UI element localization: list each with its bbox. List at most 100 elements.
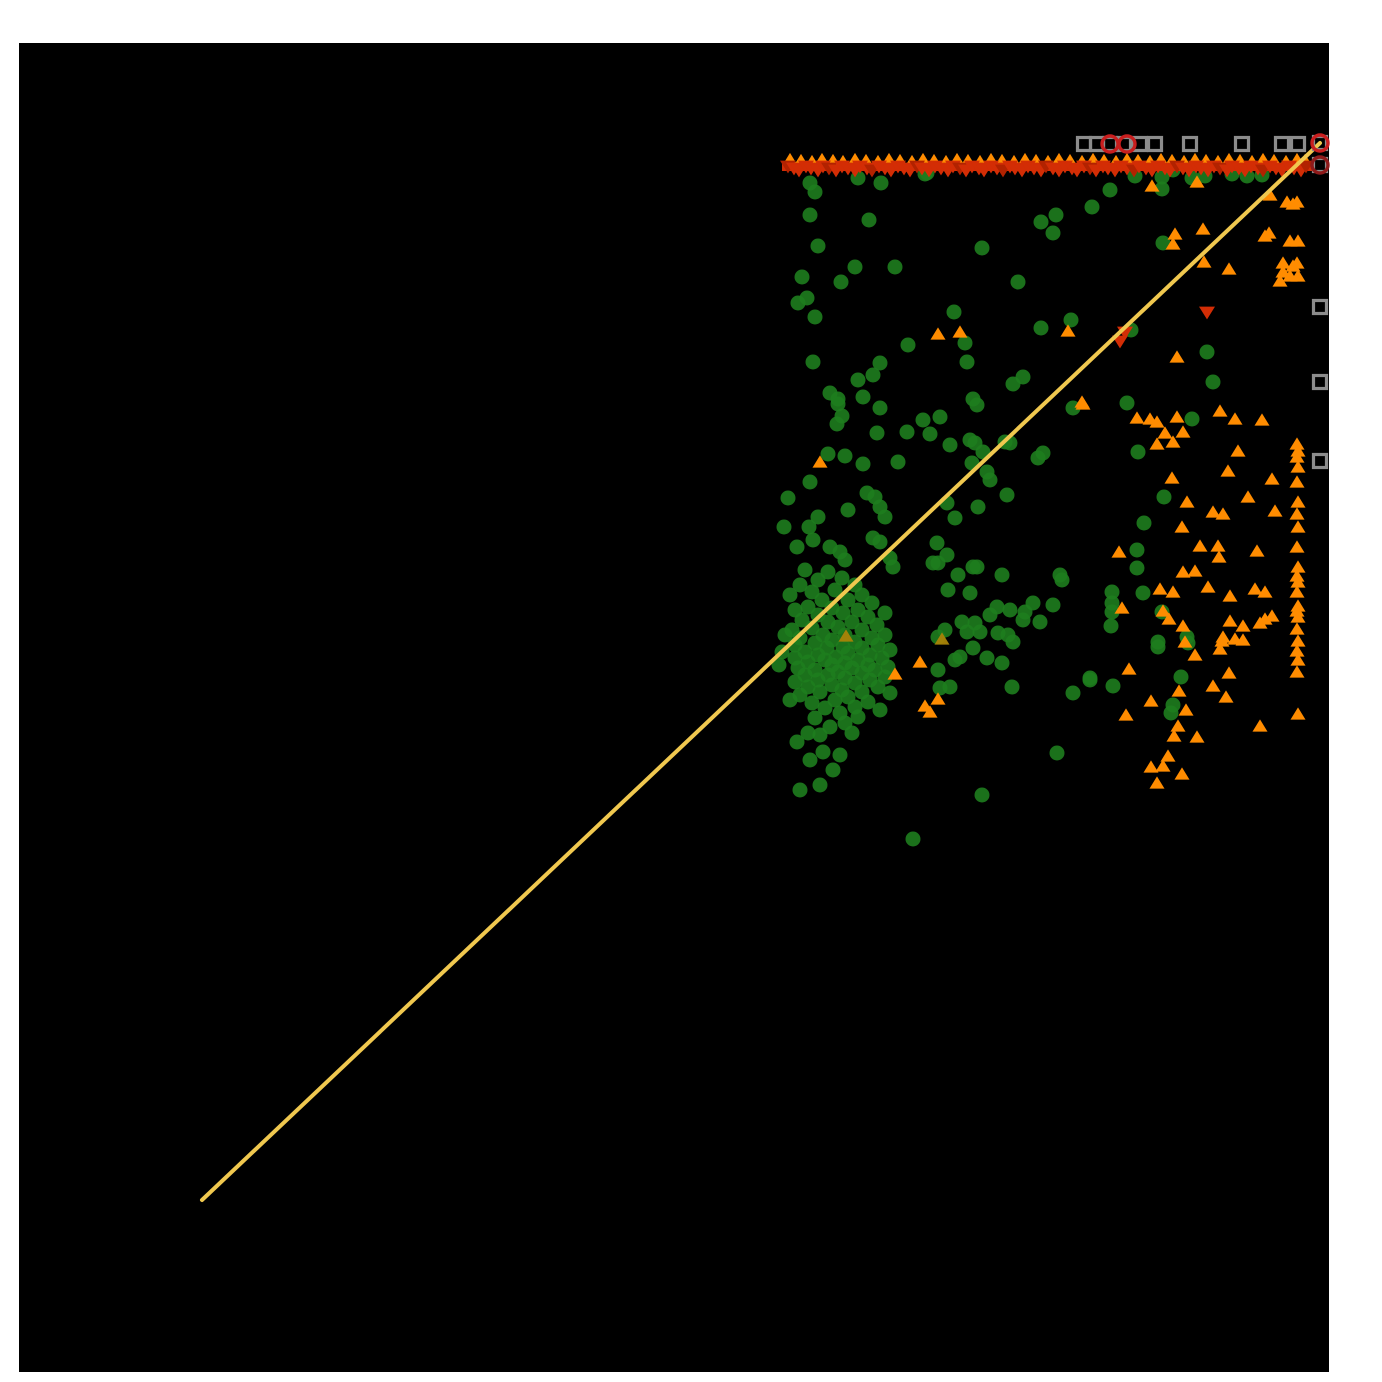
up-triangle-point <box>952 325 968 338</box>
up-triangle-point <box>838 629 854 642</box>
green-circle-point <box>815 744 831 760</box>
up-triangle-point <box>1143 694 1159 707</box>
up-triangle-point <box>1169 350 1185 363</box>
green-circle-point <box>962 585 978 601</box>
green-circle-point <box>1102 182 1118 198</box>
green-circle-point <box>990 625 1006 641</box>
up-triangle-point <box>1149 437 1165 450</box>
series-green-circles <box>771 162 1270 847</box>
green-circle-point <box>1184 411 1200 427</box>
up-triangle-point <box>1195 222 1211 235</box>
green-circle-point <box>1205 374 1221 390</box>
green-circle-point <box>1045 597 1061 613</box>
green-circle-point <box>797 562 813 578</box>
up-triangle-point <box>1189 730 1205 743</box>
green-circle-point <box>1135 585 1151 601</box>
green-circle-point <box>802 752 818 768</box>
green-circle-point <box>870 637 886 653</box>
up-triangle-point <box>1174 520 1190 533</box>
up-triangle-point <box>1149 415 1165 428</box>
up-triangle-point <box>1290 444 1306 457</box>
green-circle-point <box>812 727 828 743</box>
up-triangle-point <box>1121 662 1137 675</box>
up-triangle-point <box>1289 622 1305 635</box>
up-triangle-point <box>922 705 938 718</box>
up-triangle-point <box>1240 490 1256 503</box>
green-circle-point <box>946 304 962 320</box>
green-circle-point <box>979 650 995 666</box>
up-triangle-point <box>1205 679 1221 692</box>
up-triangle-point <box>1227 412 1243 425</box>
green-circle-point <box>837 552 853 568</box>
green-circle-point <box>887 259 903 275</box>
green-circle-point <box>877 509 893 525</box>
up-triangle-point <box>1275 256 1291 269</box>
up-triangle-point <box>1192 539 1208 552</box>
up-triangle-point <box>1210 539 1226 552</box>
green-circle-point <box>827 692 843 708</box>
green-circle-point <box>1035 445 1051 461</box>
green-circle-point <box>789 734 805 750</box>
green-circle-point <box>833 274 849 290</box>
green-circle-point <box>804 695 820 711</box>
up-triangle-point <box>1290 560 1306 573</box>
green-circle-point <box>805 532 821 548</box>
plot-background <box>19 43 1329 1372</box>
gray-square-point <box>1289 135 1307 153</box>
up-triangle-point <box>1169 410 1185 423</box>
up-triangle-point <box>1129 411 1145 424</box>
up-triangle-point <box>1060 324 1076 337</box>
green-circle-point <box>882 685 898 701</box>
up-triangle-point <box>1290 575 1306 588</box>
up-triangle-point <box>1178 703 1194 716</box>
up-triangle-point <box>1264 472 1280 485</box>
green-circle-point <box>861 212 877 228</box>
green-circle-point <box>1082 670 1098 686</box>
green-circle-point <box>792 577 808 593</box>
green-circle-point <box>804 584 820 600</box>
green-circle-point <box>794 269 810 285</box>
green-circle-point <box>834 570 850 586</box>
up-triangle-point <box>1075 397 1091 410</box>
up-triangle-point <box>1114 601 1130 614</box>
green-circle-point <box>1048 207 1064 223</box>
up-triangle-point <box>1289 644 1305 657</box>
up-triangle-point <box>1218 690 1234 703</box>
up-triangle-point <box>1220 464 1236 477</box>
green-circle-point <box>970 499 986 515</box>
green-circle-point <box>932 409 948 425</box>
green-circle-point <box>844 725 860 741</box>
series-red-open-circles <box>1100 133 1330 175</box>
green-circle-point <box>1104 584 1120 600</box>
up-triangle-point <box>1170 719 1186 732</box>
green-circle-point <box>930 662 946 678</box>
green-circle-point <box>869 425 885 441</box>
up-triangle-point <box>1165 237 1181 250</box>
green-circle-point <box>932 680 948 696</box>
green-circle-point <box>982 472 998 488</box>
green-circle-point <box>822 719 838 735</box>
up-triangle-point <box>1290 460 1306 473</box>
up-triangle-point <box>1272 274 1288 287</box>
up-triangle-point <box>1252 719 1268 732</box>
green-circle-point <box>832 747 848 763</box>
red-open-circle-point <box>1117 134 1137 154</box>
green-circle-point <box>870 679 886 695</box>
green-circle-point <box>872 400 888 416</box>
green-circle-point <box>854 622 870 638</box>
green-circle-point <box>994 655 1010 671</box>
gray-square-point <box>1181 135 1199 153</box>
up-triangle-point <box>1157 426 1173 439</box>
green-circle-point <box>1163 705 1179 721</box>
green-circle-point <box>1033 320 1049 336</box>
up-triangle-point <box>1187 648 1203 661</box>
green-circle-point <box>1045 225 1061 241</box>
green-circle-point <box>807 710 823 726</box>
up-triangle-point <box>1290 269 1306 282</box>
up-triangle-point <box>1235 619 1251 632</box>
up-triangle-point <box>1144 179 1160 192</box>
green-circle-point <box>969 559 985 575</box>
green-circle-point <box>812 777 828 793</box>
green-circle-point <box>959 354 975 370</box>
